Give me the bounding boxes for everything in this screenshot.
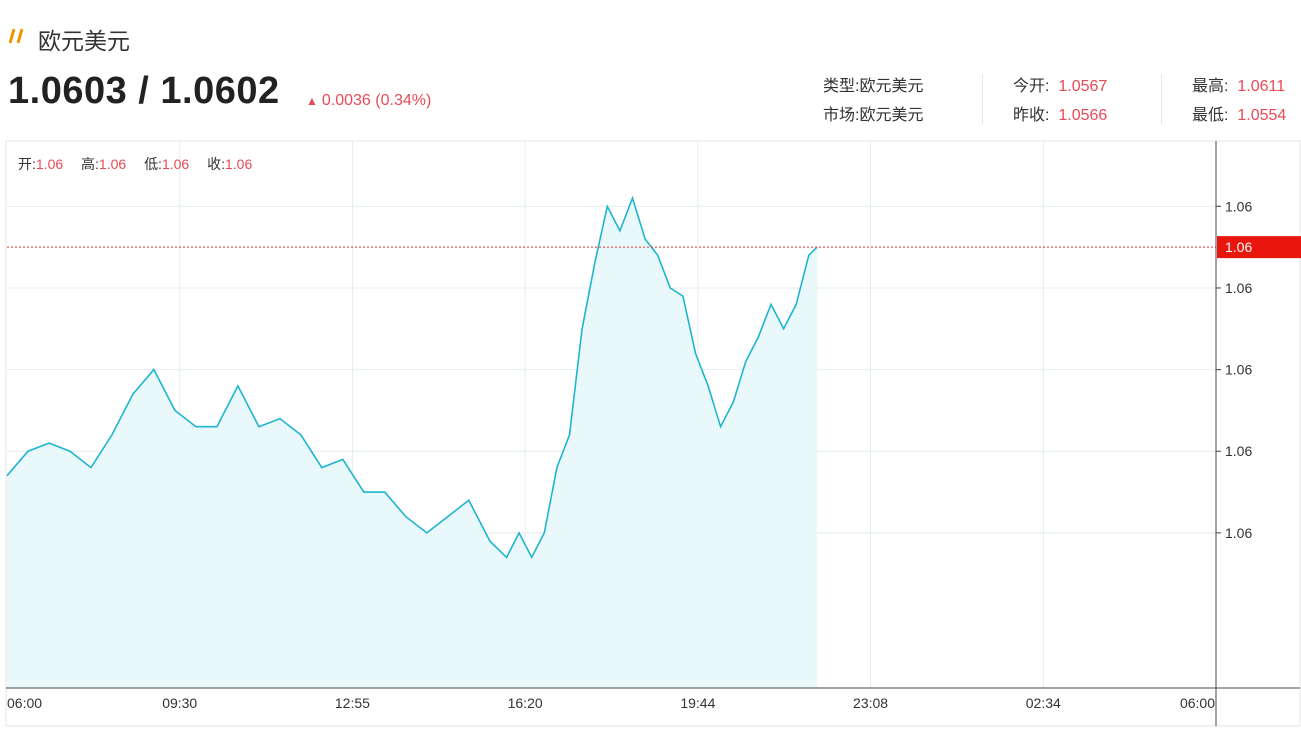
info-divider — [982, 74, 983, 124]
current-price-tag — [1217, 236, 1301, 259]
price-series-line — [6, 195, 818, 560]
type-label: 类型: — [823, 78, 860, 95]
open-today-label: 今开: — [1013, 78, 1050, 95]
market-label: 市场: — [823, 107, 860, 124]
ohlc-close-label: 收: — [207, 156, 225, 172]
open-today-value: 1.0567 — [1058, 78, 1108, 95]
x-tick-label: 06:00 — [7, 695, 42, 711]
x-tick-label: 06:00 — [1180, 695, 1215, 711]
x-tick-label: 23:08 — [853, 695, 888, 711]
y-tick-label: 1.06 — [1225, 280, 1252, 296]
current-price-label: 1.06 — [1225, 239, 1252, 255]
ohlc-open-value: 1.06 — [35, 156, 64, 172]
ohlc-low-label: 低: — [144, 156, 162, 172]
high-label: 最高: — [1192, 78, 1229, 95]
ohlc-high-label: 高: — [81, 156, 99, 172]
prev-close-label: 昨收: — [1013, 107, 1050, 124]
y-tick-label: 1.06 — [1225, 198, 1252, 214]
ohlc-low-value: 1.06 — [161, 156, 190, 172]
price-change: ▲ 0.0036 (0.34%) — [306, 92, 431, 110]
price-area-fill — [7, 198, 818, 688]
info-group-type-market: 类型:欧元美元 市场:欧元美元 — [823, 72, 923, 130]
bid-ask-price: 1.0603 / 1.0602 — [8, 70, 280, 112]
info-group-open-close: 今开: 1.0567 昨收: 1.0566 — [1013, 72, 1107, 130]
ohlc-readout: 开:1.06 高:1.06 低:1.06 收:1.06 — [18, 154, 266, 174]
high-value: 1.0611 — [1237, 78, 1286, 95]
y-tick-label: 1.06 — [1225, 525, 1252, 541]
y-tick-label: 1.06 — [1225, 443, 1252, 459]
low-label: 最低: — [1192, 107, 1229, 124]
x-tick-label: 19:44 — [680, 695, 715, 711]
x-tick-label: 09:30 — [162, 695, 197, 711]
x-tick-label: 02:34 — [1026, 695, 1061, 711]
info-group-high-low: 最高: 1.0611 最低: 1.0554 — [1192, 72, 1301, 130]
ohlc-open-label: 开: — [18, 156, 36, 172]
market-value: 欧元美元 — [859, 107, 924, 124]
type-value: 欧元美元 — [859, 78, 924, 95]
ohlc-close-value: 1.06 — [224, 156, 253, 172]
price-change-value: 0.0036 (0.34%) — [321, 92, 432, 109]
y-tick-label: 1.06 — [1225, 362, 1252, 378]
x-tick-label: 16:20 — [508, 695, 543, 711]
x-tick-label: 12:55 — [335, 695, 370, 711]
double-slash-icon — [9, 28, 24, 44]
low-value: 1.0554 — [1237, 107, 1287, 124]
info-divider — [1161, 74, 1162, 124]
prev-close-value: 1.0566 — [1058, 107, 1108, 124]
page-title: 欧元美元 — [38, 29, 130, 55]
ohlc-high-value: 1.06 — [98, 156, 127, 172]
arrow-up-icon: ▲ — [306, 94, 318, 108]
